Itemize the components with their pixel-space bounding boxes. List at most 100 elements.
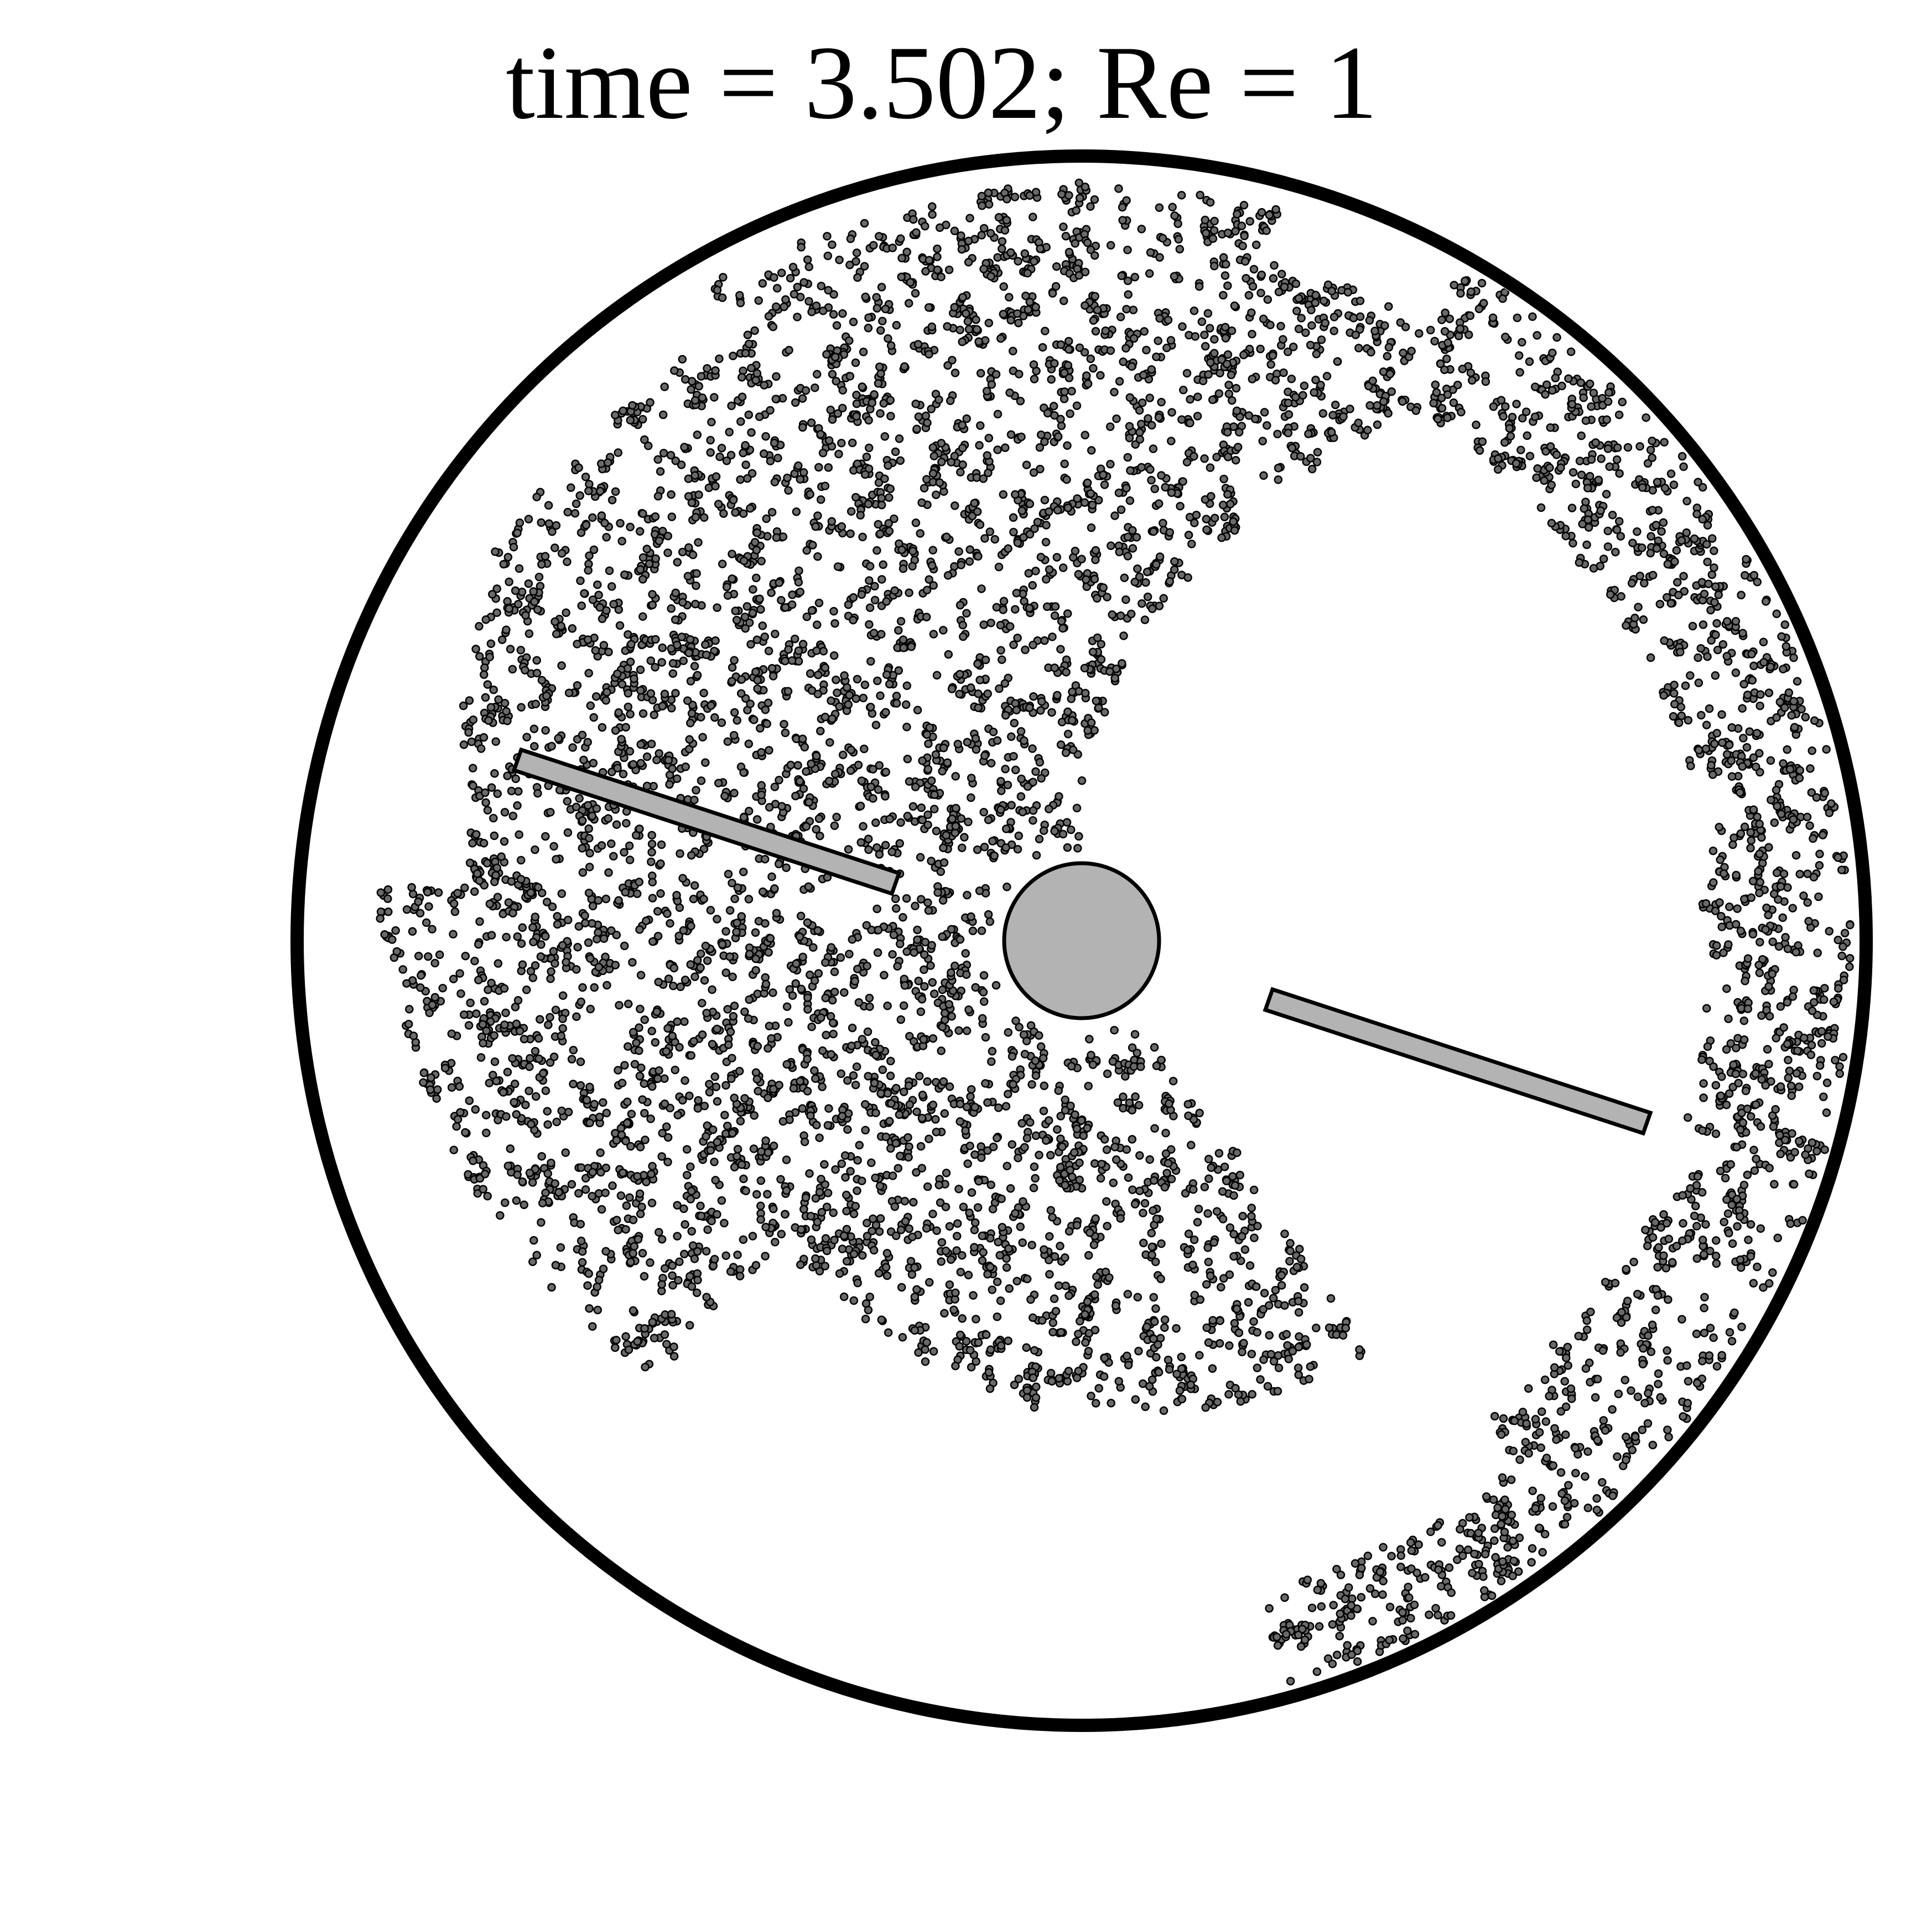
particle xyxy=(1210,349,1219,358)
particle xyxy=(532,668,542,678)
particle xyxy=(1634,603,1643,611)
particle xyxy=(1051,602,1060,611)
particle xyxy=(967,793,975,802)
particle xyxy=(1601,1278,1610,1287)
particle xyxy=(589,713,598,722)
particle xyxy=(1240,1245,1250,1254)
particle xyxy=(875,529,885,538)
particle xyxy=(797,1225,806,1234)
particle xyxy=(753,684,762,693)
particle xyxy=(625,855,635,864)
particle xyxy=(1006,430,1016,439)
particle xyxy=(686,718,695,728)
particle xyxy=(857,590,866,599)
particle xyxy=(1247,308,1256,317)
particle xyxy=(1354,418,1363,427)
particle xyxy=(846,745,856,754)
particle xyxy=(1441,308,1450,318)
particle xyxy=(1791,850,1801,860)
particle xyxy=(1606,590,1615,599)
particle xyxy=(1431,1604,1440,1613)
particle xyxy=(528,923,537,932)
particle xyxy=(962,609,971,618)
particle xyxy=(812,301,821,310)
particle xyxy=(829,1208,838,1217)
particle xyxy=(1149,1206,1157,1215)
particle xyxy=(720,1111,729,1119)
particle xyxy=(1666,469,1676,478)
particle xyxy=(970,1226,979,1235)
particle xyxy=(1711,1081,1721,1090)
particle xyxy=(848,935,857,944)
particle xyxy=(1020,249,1030,258)
particle xyxy=(824,776,834,786)
particle xyxy=(752,546,761,554)
particle xyxy=(1125,393,1135,402)
particle xyxy=(471,645,480,654)
particle xyxy=(588,811,597,821)
particle xyxy=(926,961,935,970)
particle xyxy=(1256,288,1265,298)
particle xyxy=(686,1162,695,1171)
particle xyxy=(994,1103,1003,1112)
particle xyxy=(999,309,1008,319)
particle xyxy=(1016,792,1026,801)
particle xyxy=(886,1056,895,1066)
particle xyxy=(1133,564,1142,573)
particle xyxy=(1542,1454,1551,1463)
particle xyxy=(1018,807,1027,817)
particle xyxy=(828,240,837,249)
particle xyxy=(771,395,781,403)
particle xyxy=(881,708,890,717)
particle xyxy=(1627,1386,1635,1395)
particle xyxy=(891,904,901,913)
particle xyxy=(907,642,916,651)
particle xyxy=(878,317,887,325)
particle xyxy=(1294,1363,1303,1372)
particle xyxy=(1260,1289,1269,1298)
particle xyxy=(1757,833,1766,842)
particle xyxy=(658,527,667,536)
particle xyxy=(876,369,885,378)
particle xyxy=(1170,272,1179,281)
particle xyxy=(1527,1558,1536,1567)
particle xyxy=(765,1021,774,1030)
particle xyxy=(1679,1412,1687,1421)
particle xyxy=(1116,505,1126,514)
particle xyxy=(869,629,879,637)
particle xyxy=(474,976,483,984)
particle xyxy=(1622,621,1630,630)
particle xyxy=(1328,411,1337,420)
particle xyxy=(807,1235,816,1244)
particle xyxy=(757,557,766,566)
particle xyxy=(804,297,813,306)
particle xyxy=(1465,1513,1474,1522)
particle xyxy=(1524,1384,1533,1393)
particle xyxy=(1118,216,1127,225)
particle xyxy=(879,560,887,569)
particle xyxy=(614,896,623,905)
particle xyxy=(981,1033,990,1042)
particle xyxy=(1302,1340,1311,1349)
particle xyxy=(699,894,708,904)
particle xyxy=(657,658,666,667)
particle xyxy=(481,693,490,702)
particle xyxy=(1679,572,1688,580)
particle xyxy=(806,971,814,979)
particle xyxy=(1239,201,1249,210)
particle xyxy=(772,302,781,311)
particle xyxy=(533,883,543,892)
particle xyxy=(764,312,773,321)
particle xyxy=(674,1275,683,1285)
particle xyxy=(376,888,386,897)
particle xyxy=(800,1137,809,1147)
particle xyxy=(1001,765,1010,774)
particle xyxy=(1160,1315,1170,1324)
particle xyxy=(829,1029,838,1039)
particle xyxy=(711,636,720,645)
particle xyxy=(853,1156,862,1165)
particle xyxy=(1635,442,1644,451)
particle xyxy=(768,322,778,331)
particle xyxy=(1784,688,1794,697)
particle xyxy=(1599,1416,1608,1425)
